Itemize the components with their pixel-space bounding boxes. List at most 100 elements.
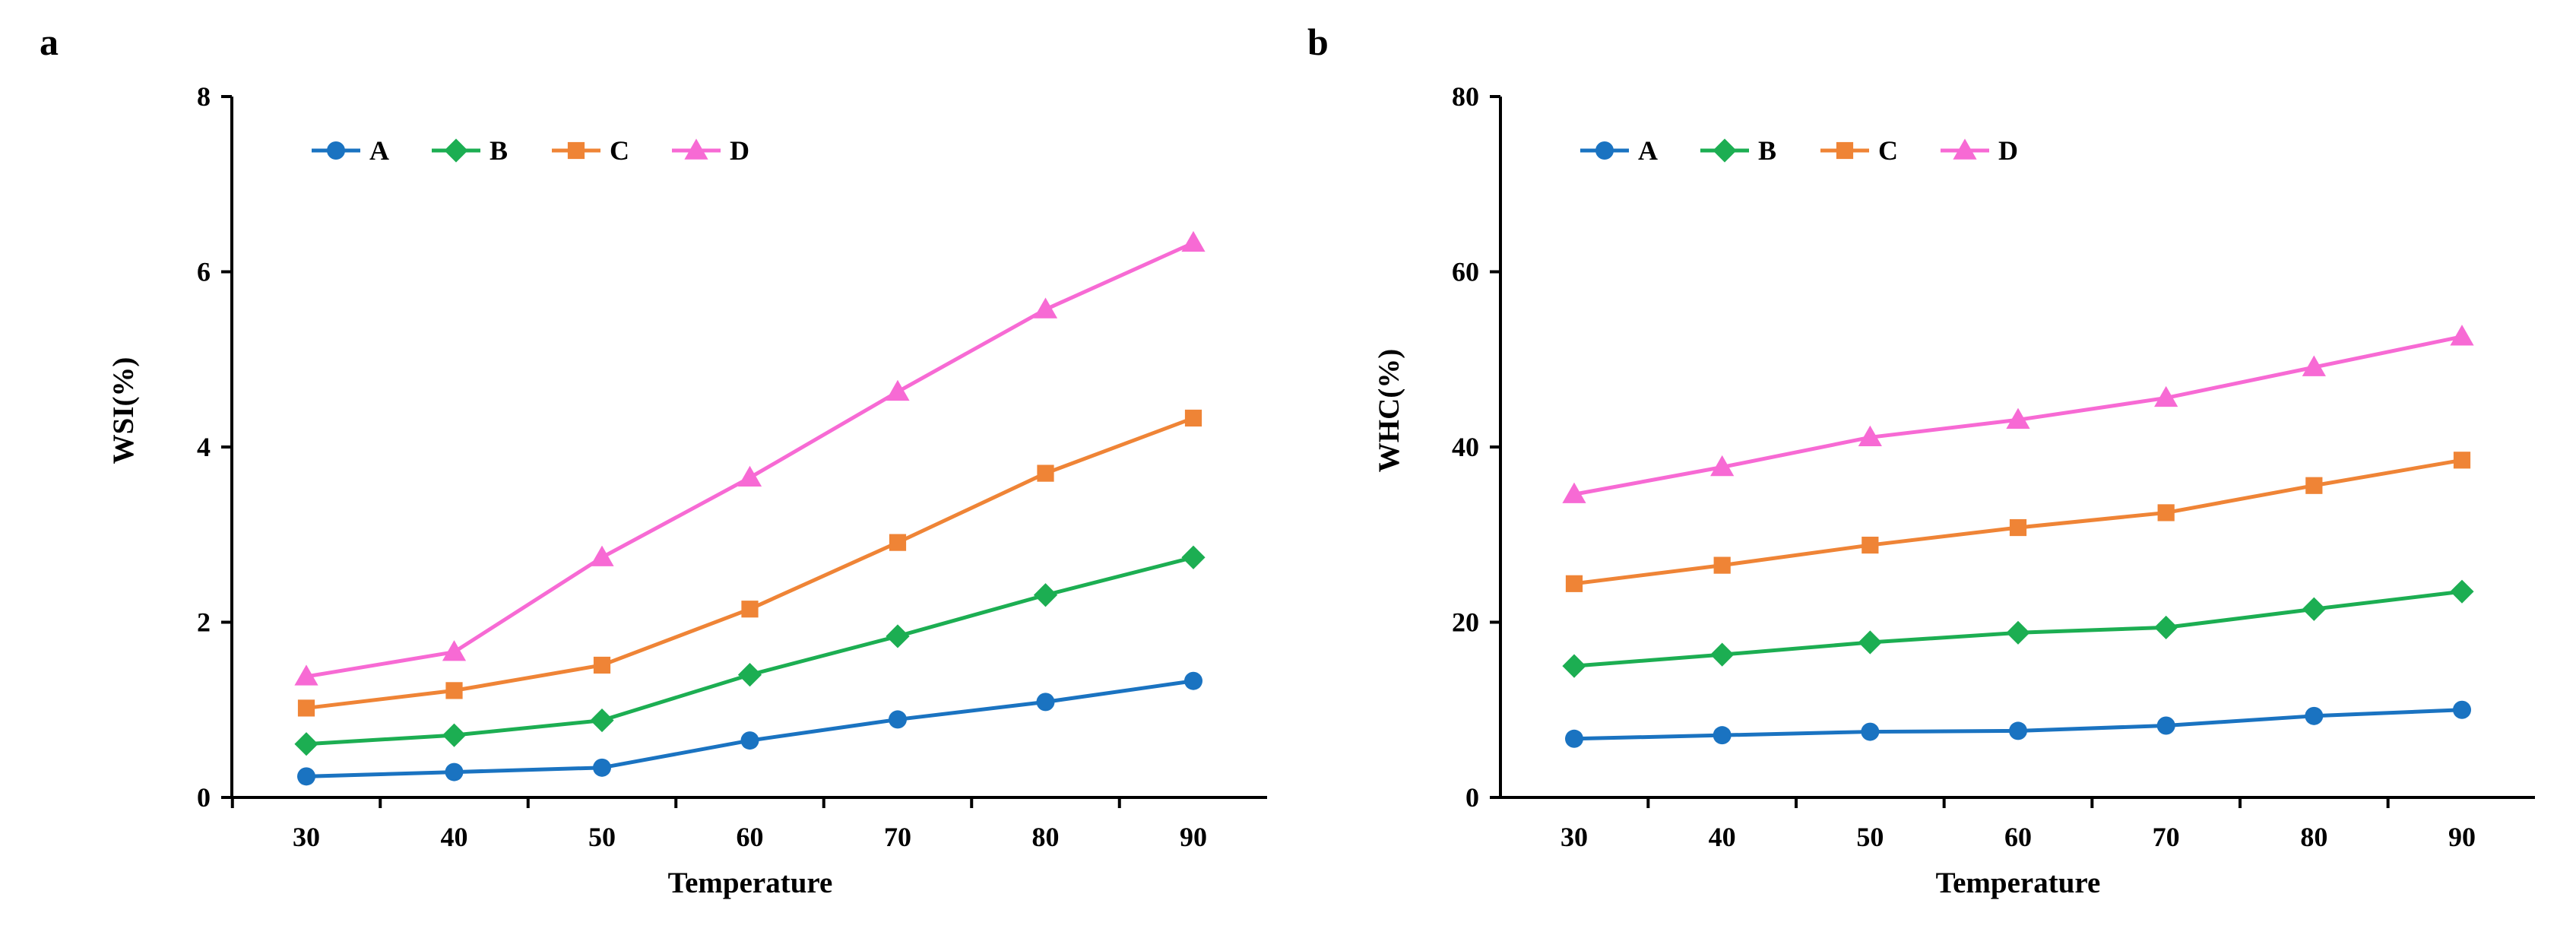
data-point-b-b — [1858, 630, 1882, 655]
legend-marker-b-b — [1713, 138, 1737, 163]
data-point-b-d — [2450, 325, 2474, 346]
data-point-a-a — [593, 758, 611, 777]
data-point-b-d — [2154, 385, 2178, 407]
data-point-b-b — [2450, 579, 2474, 604]
data-point-a-c — [593, 656, 611, 674]
plot-area-a: 0 2 4 6 8 30 40 50 60 70 80 90 — [197, 81, 1267, 852]
legend-marker-a-c — [567, 141, 585, 160]
data-point-b-c — [2453, 452, 2471, 469]
legend-marker-a-d — [684, 138, 708, 160]
x-axis-title-a: Temperature — [668, 867, 833, 899]
data-point-a-c — [1037, 464, 1054, 482]
data-point-b-d — [1858, 425, 1882, 447]
y-tick-label-b: 0 — [1465, 782, 1479, 813]
y-tick-label-b: 20 — [1452, 607, 1479, 638]
legend-marker-b-a — [1595, 141, 1614, 160]
x-tick-label-a: 40 — [441, 822, 468, 852]
y-tick-label-a: 8 — [197, 81, 211, 112]
data-point-a-a — [740, 731, 759, 750]
data-point-a-d — [590, 545, 614, 566]
data-point-a-c — [445, 682, 463, 699]
data-point-a-b — [737, 663, 762, 687]
y-tick-label-a: 6 — [197, 257, 211, 287]
data-point-a-c — [889, 534, 907, 551]
x-axis-title-b: Temperature — [1936, 867, 2101, 899]
x-tick-label-b: 90 — [2448, 822, 2476, 852]
x-tick-label-b: 30 — [1560, 822, 1588, 852]
y-axis-title-b: WHC(%) — [1373, 349, 1405, 472]
y-tick-label-a: 4 — [197, 432, 211, 462]
x-tick-label-a: 90 — [1180, 822, 1207, 852]
data-point-b-c — [2305, 477, 2323, 494]
data-point-b-c — [1862, 536, 1879, 554]
x-tick-label-b: 60 — [2004, 822, 2032, 852]
data-point-b-a — [2453, 700, 2471, 719]
chart-panel-b: Temperature WHC(%) 0 20 40 60 80 30 40 50 60 70 80… — [1373, 81, 2535, 899]
data-point-a-c — [741, 601, 759, 618]
y-tick-label-b: 40 — [1452, 432, 1479, 462]
x-tick-label-a: 80 — [1032, 822, 1060, 852]
data-point-b-a — [2156, 716, 2175, 735]
data-point-b-a — [1565, 729, 1583, 748]
x-tick-label-b: 50 — [1856, 822, 1884, 852]
data-point-b-c — [1713, 556, 1731, 574]
legend-label-a-d: D — [730, 135, 749, 166]
series-line-a-b — [304, 555, 1196, 747]
panel-label-b: b — [1307, 21, 1329, 63]
legend-label-a-c: C — [610, 135, 629, 166]
data-point-b-c — [2157, 504, 2175, 521]
data-point-b-a — [2305, 706, 2324, 725]
data-point-a-a — [297, 767, 315, 786]
data-point-a-b — [442, 723, 467, 747]
data-point-b-a — [1861, 722, 1880, 741]
data-point-a-b — [590, 708, 614, 733]
data-point-b-b — [2154, 615, 2178, 640]
y-tick-label-a: 0 — [197, 782, 211, 813]
data-point-a-d — [442, 640, 467, 661]
data-point-a-d — [294, 664, 318, 686]
legend-marker-b-d — [1953, 138, 1977, 160]
data-point-b-d — [2302, 355, 2326, 376]
x-tick-label-a: 60 — [737, 822, 764, 852]
legend-label-b-d: D — [1998, 135, 2018, 166]
x-tick-label-b: 70 — [2153, 822, 2180, 852]
data-point-b-d — [2006, 407, 2030, 429]
x-tick-label-a: 50 — [588, 822, 616, 852]
y-tick-label-a: 2 — [197, 607, 211, 638]
data-point-b-c — [1565, 575, 1583, 592]
data-point-a-c — [297, 699, 315, 717]
data-point-b-d — [1562, 482, 1586, 503]
data-point-a-b — [1181, 545, 1206, 569]
y-tick-label-b: 80 — [1452, 81, 1479, 112]
data-point-a-a — [1036, 693, 1055, 712]
data-point-b-b — [2006, 620, 2030, 645]
data-point-a-d — [1181, 230, 1206, 252]
legend-label-b-b: B — [1758, 135, 1776, 166]
data-point-a-a — [889, 710, 907, 729]
data-point-b-d — [1710, 455, 1735, 477]
legend-label-a-b: B — [490, 135, 508, 166]
data-point-b-c — [2009, 518, 2027, 537]
data-point-a-a — [445, 762, 464, 781]
data-point-a-b — [294, 732, 318, 756]
data-point-b-b — [2302, 597, 2326, 621]
x-tick-label-a: 30 — [293, 822, 320, 852]
legend-marker-a-a — [327, 141, 345, 160]
x-tick-label-b: 40 — [1709, 822, 1736, 852]
plot-area-b: 0 20 40 60 80 30 40 50 60 70 80 90 — [1452, 81, 2535, 852]
legend-b: A B C D — [1580, 135, 2018, 166]
series-line-a-a — [304, 679, 1196, 778]
data-point-a-c — [1184, 409, 1202, 427]
legend-label-b-a: A — [1638, 135, 1658, 166]
panel-label-a: a — [40, 21, 59, 63]
data-point-a-d — [886, 379, 910, 401]
chart-panel-a: Temperature WSI(%) 0 2 4 6 8 30 40 50 60 70 80 90 A… — [107, 81, 1267, 899]
data-point-a-d — [737, 465, 762, 487]
x-tick-label-b: 80 — [2300, 822, 2327, 852]
data-point-a-d — [1033, 297, 1058, 319]
legend-label-b-c: C — [1878, 135, 1898, 166]
y-axis-title-a: WSI(%) — [107, 357, 140, 464]
data-point-b-b — [1562, 654, 1586, 678]
data-point-b-b — [1710, 642, 1735, 667]
